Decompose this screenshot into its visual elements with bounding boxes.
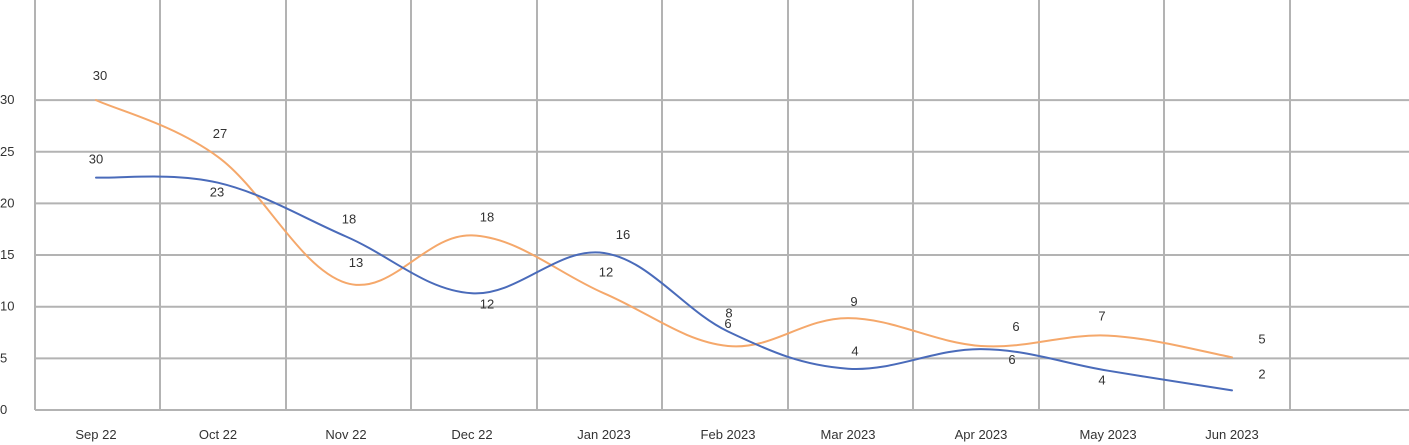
- y-tick-label: 10: [0, 299, 14, 314]
- data-label: 30: [89, 152, 103, 167]
- x-tick-label: Feb 2023: [701, 427, 756, 442]
- y-axis-ticks: 0 5 10 15 20 25 30: [0, 92, 14, 417]
- x-tick-label: Jun 2023: [1205, 427, 1259, 442]
- x-axis-ticks: Sep 22 Oct 22 Nov 22 Dec 22 Jan 2023 Feb 2023…: [75, 427, 1258, 442]
- y-tick-label: 15: [0, 247, 14, 262]
- data-label: 5: [1258, 331, 1265, 346]
- data-label: 16: [616, 227, 630, 242]
- data-label: 9: [850, 294, 857, 309]
- series-line-0: [95, 99, 1233, 359]
- data-label: 18: [342, 211, 356, 226]
- x-tick-label: Nov 22: [325, 427, 366, 442]
- data-labels: 30 27 13 18 12 6 9 6 7 5 30 23 18 12 16 8 4 6 4 2: [89, 68, 1266, 388]
- x-tick-label: May 2023: [1079, 427, 1136, 442]
- data-label: 13: [349, 255, 363, 270]
- grid: [34, 0, 1409, 411]
- x-tick-label: Jan 2023: [577, 427, 631, 442]
- data-label: 12: [480, 296, 494, 311]
- data-label: 7: [1098, 309, 1105, 324]
- data-label: 18: [480, 209, 494, 224]
- data-label: 27: [213, 126, 227, 141]
- data-label: 8: [725, 305, 732, 320]
- x-tick-label: Oct 22: [199, 427, 237, 442]
- x-tick-label: Apr 2023: [955, 427, 1008, 442]
- data-label: 23: [210, 185, 224, 200]
- data-label: 6: [1008, 352, 1015, 367]
- y-tick-label: 5: [0, 350, 7, 365]
- data-label: 2: [1258, 366, 1265, 381]
- y-tick-label: 0: [0, 402, 7, 417]
- y-tick-label: 30: [0, 92, 14, 107]
- data-label: 30: [93, 68, 107, 83]
- data-label: 4: [851, 344, 858, 359]
- data-label: 6: [1012, 319, 1019, 334]
- data-label: 12: [599, 264, 613, 279]
- y-tick-label: 20: [0, 195, 14, 210]
- series-line-1: [95, 175, 1233, 392]
- y-tick-label: 25: [0, 144, 14, 159]
- data-label: 6: [724, 316, 731, 331]
- x-tick-label: Dec 22: [451, 427, 492, 442]
- series-lines: [95, 99, 1233, 392]
- x-tick-label: Mar 2023: [821, 427, 876, 442]
- x-tick-label: Sep 22: [75, 427, 116, 442]
- data-label: 4: [1098, 373, 1105, 388]
